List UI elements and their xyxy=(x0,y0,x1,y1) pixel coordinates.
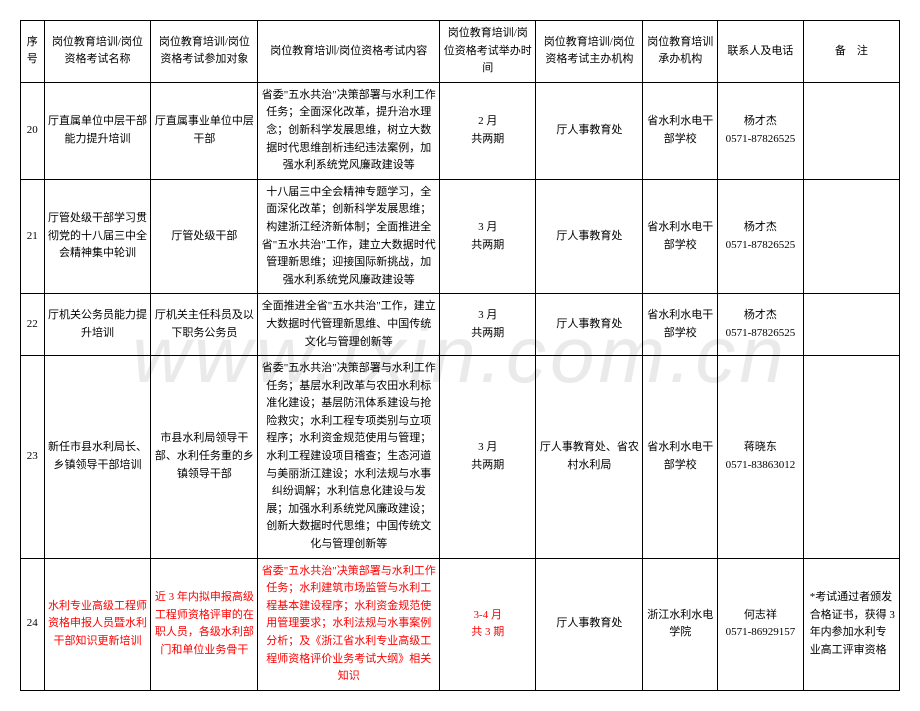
cell-content: 省委"五水共治"决策部署与水利工作任务；水利建筑市场监管与水利工程基本建设程序；… xyxy=(258,558,440,690)
cell-remark xyxy=(803,179,899,294)
cell-time-line1: 2 月 xyxy=(443,113,532,131)
cell-time-line2: 共两期 xyxy=(443,237,532,255)
cell-target: 市县水利局领导干部、水利任务重的乡镇领导干部 xyxy=(151,356,258,559)
cell-name: 厅直属单位中层干部能力提升培训 xyxy=(44,82,151,179)
cell-time-line1: 3 月 xyxy=(443,439,532,457)
cell-target: 厅直属事业单位中层干部 xyxy=(151,82,258,179)
cell-contact: 何志祥0571-86929157 xyxy=(718,558,804,690)
header-time: 岗位教育培训/岗位资格考试举办时间 xyxy=(440,21,536,83)
cell-org: 省水利水电干部学校 xyxy=(643,356,718,559)
cell-name: 厅管处级干部学习贯彻党的十八届三中全会精神集中轮训 xyxy=(44,179,151,294)
cell-content: 十八届三中全会精神专题学习，全面深化改革；创新科学发展思维；构建浙江经济新体制；… xyxy=(258,179,440,294)
cell-name: 厅机关公务员能力提升培训 xyxy=(44,294,151,356)
cell-target: 近 3 年内拟申报高级工程师资格评审的在职人员，各级水利部门和单位业务骨干 xyxy=(151,558,258,690)
cell-seq: 24 xyxy=(21,558,45,690)
table-row: 20厅直属单位中层干部能力提升培训厅直属事业单位中层干部省委"五水共治"决策部署… xyxy=(21,82,900,179)
cell-time: 3 月共两期 xyxy=(440,294,536,356)
cell-host: 厅人事教育处 xyxy=(536,294,643,356)
cell-host: 厅人事教育处、省农村水利局 xyxy=(536,356,643,559)
cell-contact-line2: 0571-86929157 xyxy=(721,624,800,642)
cell-seq: 23 xyxy=(21,356,45,559)
header-contact: 联系人及电话 xyxy=(718,21,804,83)
cell-time-line1: 3 月 xyxy=(443,307,532,325)
cell-contact-line2: 0571-87826525 xyxy=(721,325,800,343)
cell-org: 浙江水利水电学院 xyxy=(643,558,718,690)
header-host: 岗位教育培训/岗位资格考试主办机构 xyxy=(536,21,643,83)
cell-content: 全面推进全省"五水共治"工作，建立大数据时代管理新思维、中国传统文化与管理创新等 xyxy=(258,294,440,356)
cell-contact-line1: 杨才杰 xyxy=(721,219,800,237)
cell-contact: 杨才杰0571-87826525 xyxy=(718,82,804,179)
cell-contact: 杨才杰0571-87826525 xyxy=(718,179,804,294)
cell-remark xyxy=(803,294,899,356)
cell-contact-line2: 0571-87826525 xyxy=(721,131,800,149)
cell-contact-line1: 蒋晓东 xyxy=(721,439,800,457)
header-org: 岗位教育培训承办机构 xyxy=(643,21,718,83)
cell-contact: 蒋晓东0571-83863012 xyxy=(718,356,804,559)
cell-time-line2: 共两期 xyxy=(443,325,532,343)
cell-host: 厅人事教育处 xyxy=(536,82,643,179)
cell-host: 厅人事教育处 xyxy=(536,558,643,690)
cell-org: 省水利水电干部学校 xyxy=(643,179,718,294)
cell-target: 厅机关主任科员及以下职务公务员 xyxy=(151,294,258,356)
cell-seq: 20 xyxy=(21,82,45,179)
cell-time-line2: 共两期 xyxy=(443,457,532,475)
cell-content: 省委"五水共治"决策部署与水利工作任务；基层水利改革与农田水利标准化建设；基层防… xyxy=(258,356,440,559)
cell-time-line1: 3 月 xyxy=(443,219,532,237)
cell-time-line2: 共 3 期 xyxy=(443,624,532,642)
cell-org: 省水利水电干部学校 xyxy=(643,294,718,356)
cell-contact-line1: 杨才杰 xyxy=(721,113,800,131)
header-remark: 备 注 xyxy=(803,21,899,83)
header-name: 岗位教育培训/岗位资格考试名称 xyxy=(44,21,151,83)
cell-target: 厅管处级干部 xyxy=(151,179,258,294)
cell-time: 3 月共两期 xyxy=(440,356,536,559)
header-target: 岗位教育培训/岗位资格考试参加对象 xyxy=(151,21,258,83)
cell-org: 省水利水电干部学校 xyxy=(643,82,718,179)
cell-contact-line2: 0571-87826525 xyxy=(721,237,800,255)
cell-time-line2: 共两期 xyxy=(443,131,532,149)
cell-time: 3 月共两期 xyxy=(440,179,536,294)
cell-time: 3-4 月共 3 期 xyxy=(440,558,536,690)
table-row: 24水利专业高级工程师资格申报人员暨水利干部知识更新培训近 3 年内拟申报高级工… xyxy=(21,558,900,690)
header-seq: 序号 xyxy=(21,21,45,83)
cell-name: 新任市县水利局长、乡镇领导干部培训 xyxy=(44,356,151,559)
cell-contact-line1: 杨才杰 xyxy=(721,307,800,325)
cell-content: 省委"五水共治"决策部署与水利工作任务；全面深化改革，提升治水理念；创新科学发展… xyxy=(258,82,440,179)
table-row: 21厅管处级干部学习贯彻党的十八届三中全会精神集中轮训厅管处级干部十八届三中全会… xyxy=(21,179,900,294)
training-table: 序号 岗位教育培训/岗位资格考试名称 岗位教育培训/岗位资格考试参加对象 岗位教… xyxy=(20,20,900,691)
cell-remark xyxy=(803,82,899,179)
cell-seq: 21 xyxy=(21,179,45,294)
table-row: 23新任市县水利局长、乡镇领导干部培训市县水利局领导干部、水利任务重的乡镇领导干… xyxy=(21,356,900,559)
cell-contact-line1: 何志祥 xyxy=(721,607,800,625)
cell-name: 水利专业高级工程师资格申报人员暨水利干部知识更新培训 xyxy=(44,558,151,690)
header-content: 岗位教育培训/岗位资格考试内容 xyxy=(258,21,440,83)
cell-host: 厅人事教育处 xyxy=(536,179,643,294)
cell-remark: *考试通过者颁发合格证书，获得 3 年内参加水利专业高工评审资格 xyxy=(803,558,899,690)
cell-contact: 杨才杰0571-87826525 xyxy=(718,294,804,356)
cell-remark xyxy=(803,356,899,559)
cell-time: 2 月共两期 xyxy=(440,82,536,179)
table-row: 22厅机关公务员能力提升培训厅机关主任科员及以下职务公务员全面推进全省"五水共治… xyxy=(21,294,900,356)
cell-seq: 22 xyxy=(21,294,45,356)
cell-contact-line2: 0571-83863012 xyxy=(721,457,800,475)
table-header-row: 序号 岗位教育培训/岗位资格考试名称 岗位教育培训/岗位资格考试参加对象 岗位教… xyxy=(21,21,900,83)
cell-time-line1: 3-4 月 xyxy=(443,607,532,625)
